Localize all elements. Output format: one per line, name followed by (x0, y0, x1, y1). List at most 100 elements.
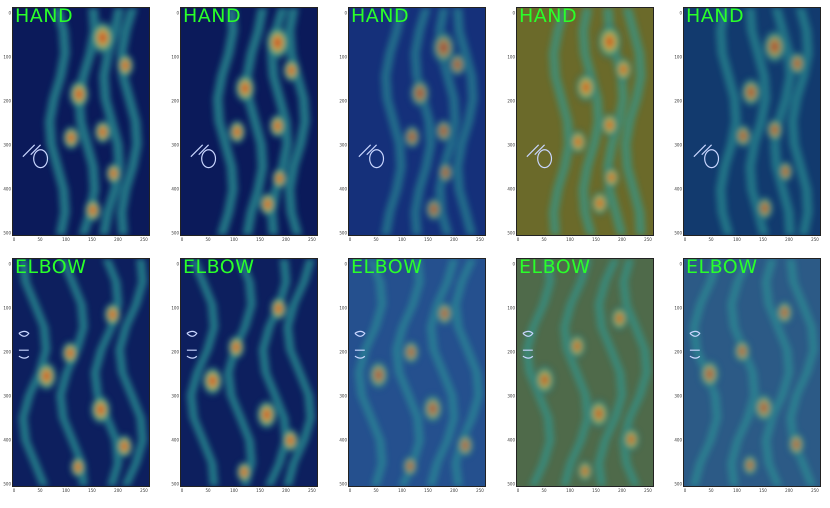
elbow-label: ELBOW (519, 258, 591, 278)
x-tick-label: 150 (424, 488, 432, 493)
x-axis-ticks: 0 50 100 150 200 250 (516, 488, 654, 494)
hand-heatmap-svg (13, 8, 149, 235)
elbow-heatmap-svg (349, 259, 485, 486)
hand-label: HAND (351, 7, 410, 27)
x-tick-label: 150 (759, 237, 767, 242)
x-tick-label: 100 (733, 237, 741, 242)
elbow-heatmap-svg (684, 259, 820, 486)
y-axis-ticks: 0 100 200 300 400 500 (2, 7, 12, 236)
x-tick-label: 250 (140, 237, 148, 242)
hand-gradcam-panel-3: HAND 0 100 200 300 400 500 0 50 100 150 200 250 (338, 4, 488, 242)
x-axis-ticks: 0 50 100 150 200 250 (683, 488, 821, 494)
film-marker-icon (358, 144, 385, 169)
y-tick-label: 500 (339, 481, 347, 487)
hand-heatmap-image: HAND (12, 7, 150, 236)
x-tick-label: 100 (62, 488, 70, 493)
x-tick-label: 250 (308, 237, 316, 242)
x-axis-ticks: 0 50 100 150 200 250 (12, 488, 150, 494)
x-axis-ticks: 0 50 100 150 200 250 (516, 237, 654, 243)
x-tick-label: 0 (683, 488, 687, 493)
x-tick-label: 250 (644, 488, 652, 493)
x-tick-label: 0 (516, 488, 520, 493)
y-tick-label: 300 (339, 142, 347, 148)
y-tick-label: 300 (339, 393, 347, 399)
y-axis-ticks: 0 100 200 300 400 500 (170, 7, 180, 236)
x-axis-ticks: 0 50 100 150 200 250 (348, 488, 486, 494)
x-tick-label: 50 (205, 488, 211, 493)
x-tick-label: 0 (12, 488, 16, 493)
film-marker-icon (18, 330, 30, 359)
y-tick-label: 200 (171, 98, 179, 104)
y-tick-label: 0 (679, 261, 682, 267)
hand-label: HAND (686, 7, 745, 27)
y-tick-label: 100 (507, 305, 515, 311)
film-marker-icon (186, 330, 198, 359)
y-tick-label: 0 (176, 261, 179, 267)
film-marker-icon (22, 144, 49, 169)
hand-heatmap-svg (349, 8, 485, 235)
x-tick-label: 50 (541, 488, 547, 493)
y-tick-label: 500 (507, 230, 515, 236)
elbow-gradcam-panel-4: ELBOW 0 100 200 300 400 500 0 50 100 150 200 250 (506, 255, 656, 493)
y-tick-label: 500 (171, 230, 179, 236)
hand-heatmap-image: HAND (180, 7, 318, 236)
x-tick-label: 150 (592, 488, 600, 493)
y-axis-ticks: 0 100 200 300 400 500 (170, 258, 180, 487)
y-tick-label: 200 (674, 349, 682, 355)
hand-heatmap-image: HAND (516, 7, 654, 236)
x-axis-ticks: 0 50 100 150 200 250 (12, 237, 150, 243)
y-tick-label: 400 (3, 437, 11, 443)
hand-heatmap-svg (517, 8, 653, 235)
y-tick-label: 200 (3, 349, 11, 355)
hand-gradcam-panel-2: HAND 0 100 200 300 400 500 0 50 100 150 200 250 (170, 4, 320, 242)
y-tick-label: 100 (674, 54, 682, 60)
x-tick-label: 100 (230, 488, 238, 493)
x-tick-label: 50 (541, 237, 547, 242)
x-tick-label: 250 (644, 237, 652, 242)
x-tick-label: 250 (811, 488, 819, 493)
x-tick-label: 250 (811, 237, 819, 242)
y-axis-ticks: 0 100 200 300 400 500 (338, 7, 348, 236)
elbow-heatmap-image: ELBOW (516, 258, 654, 487)
x-tick-label: 150 (88, 237, 96, 242)
elbow-gradcam-panel-1: ELBOW 0 100 200 300 400 500 0 50 100 150 200 250 (2, 255, 152, 493)
hand-heatmap-image: HAND (348, 7, 486, 236)
elbow-heatmap-svg (13, 259, 149, 486)
x-tick-label: 100 (733, 488, 741, 493)
y-tick-label: 300 (674, 142, 682, 148)
y-tick-label: 500 (3, 230, 11, 236)
x-tick-label: 50 (37, 237, 43, 242)
film-marker-icon (693, 144, 720, 169)
x-tick-label: 150 (256, 237, 264, 242)
y-tick-label: 400 (674, 186, 682, 192)
film-marker-icon (526, 144, 553, 169)
y-tick-label: 500 (339, 230, 347, 236)
y-tick-label: 100 (3, 305, 11, 311)
film-marker-icon (354, 330, 366, 359)
elbow-heatmap-image: ELBOW (12, 258, 150, 487)
x-tick-label: 200 (282, 488, 290, 493)
x-tick-label: 50 (708, 488, 714, 493)
x-axis-ticks: 0 50 100 150 200 250 (348, 237, 486, 243)
x-tick-label: 50 (708, 237, 714, 242)
x-tick-label: 150 (88, 488, 96, 493)
y-tick-label: 300 (3, 142, 11, 148)
y-tick-label: 200 (171, 349, 179, 355)
y-tick-label: 400 (171, 437, 179, 443)
film-marker-icon (689, 330, 701, 359)
y-tick-label: 100 (507, 54, 515, 60)
elbow-label: ELBOW (351, 258, 423, 278)
hand-heatmap-image: HAND (683, 7, 821, 236)
x-tick-label: 200 (114, 488, 122, 493)
elbow-heatmap-svg (181, 259, 317, 486)
y-tick-label: 0 (176, 10, 179, 16)
x-tick-label: 100 (566, 237, 574, 242)
x-tick-label: 250 (308, 488, 316, 493)
y-tick-label: 0 (679, 10, 682, 16)
x-tick-label: 250 (476, 237, 484, 242)
y-tick-label: 400 (3, 186, 11, 192)
elbow-label: ELBOW (15, 258, 87, 278)
elbow-heatmap-svg (517, 259, 653, 486)
elbow-gradcam-panel-5: ELBOW 0 100 200 300 400 500 0 50 100 150 200 250 (673, 255, 823, 493)
y-tick-label: 400 (339, 186, 347, 192)
